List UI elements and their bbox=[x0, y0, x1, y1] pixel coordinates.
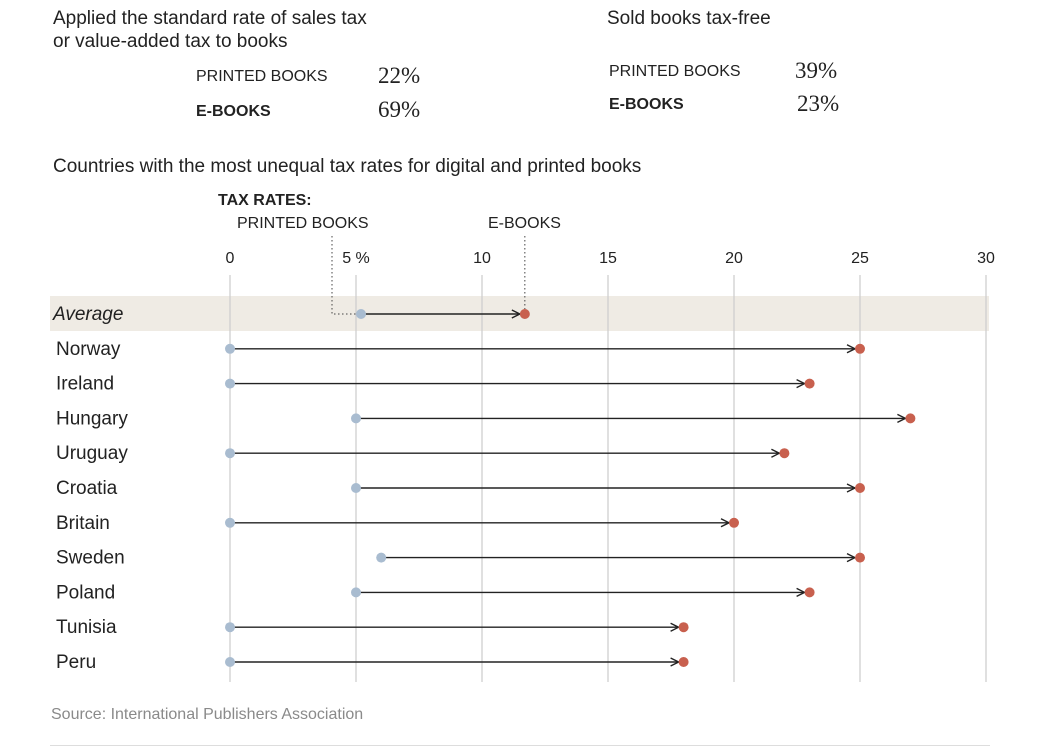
standard-printed-value: 22% bbox=[378, 63, 421, 88]
tax-free-printed-value: 39% bbox=[795, 58, 838, 83]
legend-ebooks-label: E-BOOKS bbox=[488, 215, 561, 232]
printed-dot-britain bbox=[225, 517, 235, 528]
x-tick-label-10: 10 bbox=[473, 250, 491, 267]
ebooks-dot-poland bbox=[804, 587, 815, 598]
row-label-norway: Norway bbox=[56, 339, 121, 360]
printed-dot-uruguay bbox=[225, 448, 235, 459]
printed-dot-tunisia bbox=[225, 622, 235, 633]
tax-free-ebooks-label: E-BOOKS bbox=[609, 96, 684, 113]
legend-heading: TAX RATES: bbox=[218, 192, 312, 209]
standard-ebooks-label: E-BOOKS bbox=[196, 103, 271, 120]
legend-printed-label: PRINTED BOOKS bbox=[237, 215, 369, 232]
ebooks-dot-uruguay bbox=[779, 448, 790, 459]
printed-dot-poland bbox=[351, 587, 361, 598]
x-tick-label-30: 30 bbox=[977, 250, 995, 267]
ebooks-dot-average bbox=[519, 309, 530, 319]
row-label-britain: Britain bbox=[56, 513, 110, 534]
printed-dot-hungary bbox=[351, 413, 361, 424]
x-tick-label-5: 5 % bbox=[342, 250, 370, 267]
tax-free-printed-label: PRINTED BOOKS bbox=[609, 63, 741, 80]
ebooks-dot-britain bbox=[729, 517, 739, 528]
ebooks-dot-norway bbox=[855, 343, 865, 354]
tax-free-block: Sold books tax-free PRINTED BOOKS 39% E-… bbox=[607, 7, 1007, 127]
printed-dot-peru bbox=[225, 657, 235, 667]
standard-rate-block: Applied the standard rate of sales tax o… bbox=[53, 7, 573, 127]
ebooks-dot-sweden bbox=[855, 552, 865, 563]
tax-free-ebooks-value: 23% bbox=[797, 91, 840, 116]
printed-dot-norway bbox=[225, 343, 235, 354]
printed-dot-ireland bbox=[225, 378, 235, 389]
row-label-poland: Poland bbox=[56, 582, 115, 603]
x-tick-label-25: 25 bbox=[851, 250, 869, 267]
printed-dot-average bbox=[356, 309, 367, 319]
tax-free-title: Sold books tax-free bbox=[607, 8, 771, 29]
bottom-divider bbox=[50, 745, 990, 746]
row-label-peru: Peru bbox=[56, 652, 96, 673]
printed-dot-croatia bbox=[351, 483, 361, 493]
standard-ebooks-value: 69% bbox=[378, 97, 421, 122]
ebooks-dot-tunisia bbox=[678, 622, 689, 633]
standard-rate-title-line1: Applied the standard rate of sales tax bbox=[53, 8, 367, 29]
row-label-croatia: Croatia bbox=[56, 478, 118, 499]
chart-title: Countries with the most unequal tax rate… bbox=[53, 156, 641, 177]
printed-dot-sweden bbox=[376, 552, 387, 563]
ebooks-dot-ireland bbox=[804, 378, 815, 389]
ebooks-dot-croatia bbox=[855, 483, 865, 493]
row-label-uruguay: Uruguay bbox=[56, 443, 128, 464]
row-label-sweden: Sweden bbox=[56, 548, 125, 569]
x-tick-label-0: 0 bbox=[226, 250, 235, 267]
row-label-ireland: Ireland bbox=[56, 374, 114, 395]
x-tick-label-20: 20 bbox=[725, 250, 743, 267]
row-label-tunisia: Tunisia bbox=[56, 617, 117, 638]
row-label-hungary: Hungary bbox=[56, 408, 128, 429]
standard-rate-title-line2: or value-added tax to books bbox=[53, 31, 288, 52]
x-tick-label-15: 15 bbox=[599, 250, 617, 267]
ebooks-dot-hungary bbox=[905, 413, 916, 424]
standard-printed-label: PRINTED BOOKS bbox=[196, 68, 328, 85]
ebooks-dot-peru bbox=[678, 657, 689, 667]
source-note: Source: International Publishers Associa… bbox=[51, 706, 363, 723]
row-label-average: Average bbox=[52, 304, 123, 325]
